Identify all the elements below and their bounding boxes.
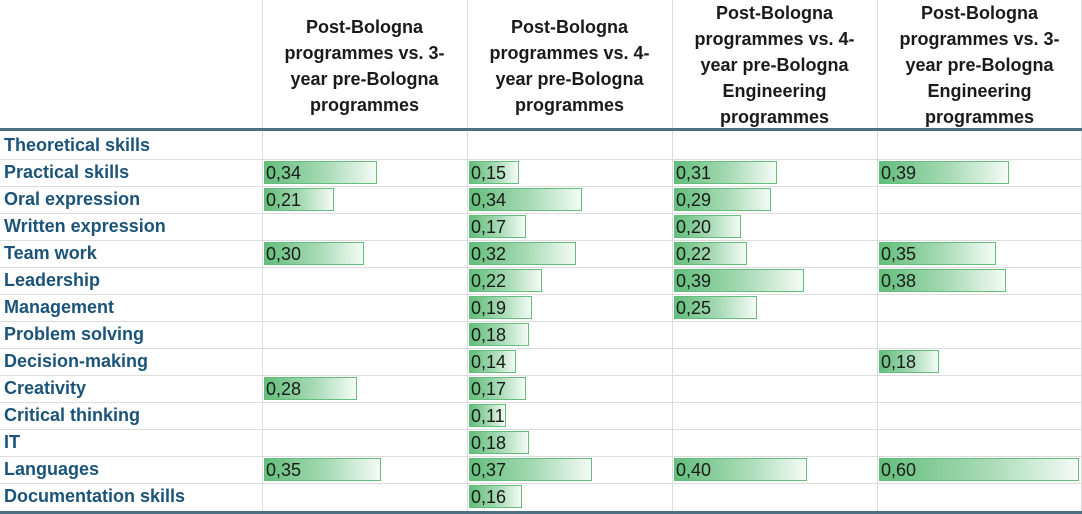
data-value: 0,29 <box>676 190 712 210</box>
data-bar <box>469 404 506 427</box>
row-label: Leadership <box>4 270 101 290</box>
data-bar <box>469 377 526 400</box>
data-value: 0,28 <box>266 379 302 399</box>
data-bar <box>264 377 357 400</box>
data-value: 0,22 <box>676 244 712 264</box>
data-bar <box>469 458 592 481</box>
data-value: 0,32 <box>471 244 507 264</box>
row-label: Creativity <box>4 378 87 398</box>
column-gridline <box>877 0 878 514</box>
row-label: Oral expression <box>4 189 141 209</box>
row-gridline <box>0 429 1082 430</box>
row-gridline <box>0 456 1082 457</box>
data-value: 0,15 <box>471 163 507 183</box>
data-bar <box>469 485 522 508</box>
data-value: 0,18 <box>881 352 917 372</box>
row-label: Problem solving <box>4 324 145 344</box>
row-label: Documentation skills <box>4 486 186 506</box>
row-label: Written expression <box>4 216 166 236</box>
data-value: 0,35 <box>881 244 917 264</box>
row-gridline <box>0 321 1082 322</box>
row-label: Languages <box>4 459 100 479</box>
row-label: IT <box>4 432 20 452</box>
data-bar <box>469 161 519 184</box>
data-value: 0,20 <box>676 217 712 237</box>
data-value: 0,16 <box>471 487 507 507</box>
data-bar <box>674 296 757 319</box>
data-value: 0,14 <box>471 352 507 372</box>
data-bar <box>674 458 807 481</box>
data-value: 0,21 <box>266 190 302 210</box>
data-value: 0,35 <box>266 460 302 480</box>
data-value: 0,22 <box>471 271 507 291</box>
data-bar <box>879 242 996 265</box>
row-gridline <box>0 267 1082 268</box>
data-value: 0,19 <box>471 298 507 318</box>
data-bar <box>264 161 377 184</box>
row-label: Critical thinking <box>4 405 141 425</box>
data-bar <box>264 242 364 265</box>
row-gridline <box>0 159 1082 160</box>
data-value: 0,30 <box>266 244 302 264</box>
data-bar <box>469 269 542 292</box>
data-bar <box>469 215 526 238</box>
row-gridline <box>0 186 1082 187</box>
header-separator <box>0 128 1082 131</box>
data-value: 0,11 <box>471 406 505 426</box>
data-bar <box>674 269 804 292</box>
data-bar <box>879 269 1006 292</box>
column-gridline <box>262 0 263 514</box>
row-gridline <box>0 402 1082 403</box>
data-bar <box>879 161 1009 184</box>
data-bar <box>879 458 1079 481</box>
row-label: Management <box>4 297 115 317</box>
data-value: 0,40 <box>676 460 712 480</box>
data-value: 0,18 <box>471 433 507 453</box>
data-bar <box>469 296 532 319</box>
row-label: Theoretical skills <box>4 135 151 155</box>
row-gridline <box>0 213 1082 214</box>
data-value: 0,60 <box>881 460 917 480</box>
data-value: 0,39 <box>676 271 712 291</box>
row-gridline <box>0 294 1082 295</box>
data-bar <box>264 188 334 211</box>
column-gridline <box>672 0 673 514</box>
column-header: Post-Bologna programmes vs. 3-year pre-B… <box>284 17 445 115</box>
data-value: 0,17 <box>471 379 507 399</box>
data-bar <box>674 161 777 184</box>
column-header: Post-Bologna programmes vs. 3-year pre-B… <box>899 3 1060 127</box>
column-gridline <box>467 0 468 514</box>
data-value: 0,37 <box>471 460 507 480</box>
row-gridline <box>0 483 1082 484</box>
data-value: 0,25 <box>676 298 712 318</box>
data-bar <box>469 431 529 454</box>
data-value: 0,38 <box>881 271 917 291</box>
row-label: Decision-making <box>4 351 149 371</box>
row-gridline <box>0 375 1082 376</box>
column-header: Post-Bologna programmes vs. 4-year pre-B… <box>489 17 650 115</box>
data-bar <box>469 242 576 265</box>
data-bar <box>469 188 582 211</box>
data-bar <box>674 242 747 265</box>
data-bar <box>879 350 939 373</box>
data-value: 0,34 <box>471 190 507 210</box>
data-value: 0,34 <box>266 163 302 183</box>
data-value: 0,31 <box>676 163 712 183</box>
data-value: 0,39 <box>881 163 917 183</box>
data-value: 0,18 <box>471 325 507 345</box>
data-bar <box>469 323 529 346</box>
data-value: 0,17 <box>471 217 507 237</box>
row-label: Team work <box>4 243 97 263</box>
row-label: Practical skills <box>4 162 130 182</box>
data-bar <box>674 215 741 238</box>
data-bar <box>264 458 381 481</box>
data-bar <box>674 188 771 211</box>
table-bottom-border <box>0 511 1082 514</box>
column-header: Post-Bologna programmes vs. 4-year pre-B… <box>694 3 855 127</box>
row-gridline <box>0 240 1082 241</box>
row-gridline <box>0 348 1082 349</box>
data-bar <box>469 350 516 373</box>
